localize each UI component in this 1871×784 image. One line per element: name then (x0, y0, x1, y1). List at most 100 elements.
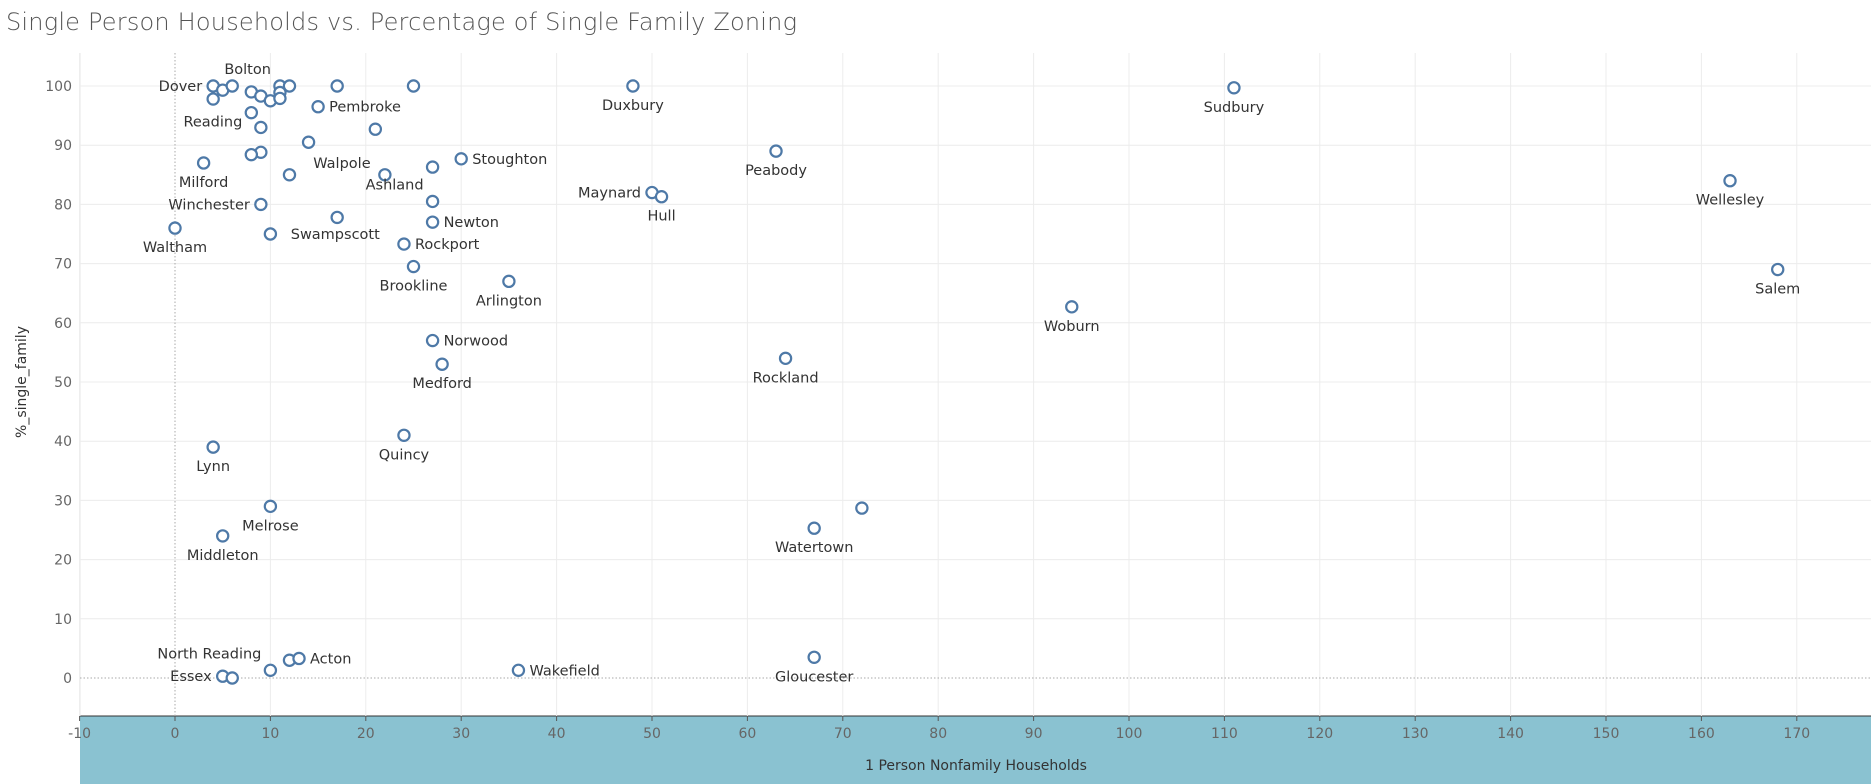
point-label: Woburn (1044, 319, 1100, 335)
y-tick-label: 0 (63, 671, 72, 687)
x-tick-label: 140 (1497, 726, 1524, 742)
point-label: Hull (647, 209, 675, 225)
data-point[interactable] (254, 197, 268, 212)
point-label: Gloucester (775, 669, 853, 685)
y-tick-label: 60 (54, 316, 72, 332)
x-tick-label: 60 (738, 726, 756, 742)
y-tick-labels: 0 10 20 30 40 50 60 70 80 90 100 (45, 79, 72, 687)
zero-reference-lines (80, 53, 1871, 716)
point-label: Norwood (444, 334, 509, 350)
data-point[interactable] (330, 79, 344, 93)
data-point[interactable] (1065, 300, 1079, 314)
data-point[interactable] (425, 333, 440, 348)
data-point[interactable] (311, 100, 325, 114)
y-tick-label: 50 (54, 375, 72, 391)
data-point[interactable] (263, 499, 278, 514)
data-point[interactable] (435, 357, 449, 371)
data-point[interactable] (254, 120, 268, 135)
data-point[interactable] (225, 671, 239, 685)
x-tick-label: 20 (357, 726, 375, 742)
x-axis-title: 1 Person Nonfamily Households (865, 758, 1087, 774)
point-label: Salem (1755, 282, 1800, 298)
x-tick-labels: -10 0 10 20 30 40 50 60 70 80 90 100 110 120 130 140 150… (68, 716, 1810, 742)
data-point[interactable] (330, 210, 344, 225)
data-point[interactable] (282, 79, 297, 93)
x-tick-label: 80 (929, 726, 947, 742)
point-label: Winchester (168, 197, 249, 213)
data-point[interactable] (425, 215, 440, 229)
data-point[interactable] (511, 663, 526, 678)
data-point[interactable] (425, 160, 440, 174)
data-point[interactable] (1771, 262, 1785, 277)
data-point[interactable] (654, 190, 669, 204)
data-point[interactable] (502, 274, 516, 289)
x-tick-label: 0 (171, 726, 180, 742)
point-label: North Reading (157, 646, 261, 662)
data-point[interactable] (425, 194, 440, 209)
data-point[interactable] (1723, 174, 1737, 188)
x-tick-label: 150 (1593, 726, 1620, 742)
point-label: Newton (444, 215, 499, 231)
data-point[interactable] (406, 79, 421, 93)
data-point[interactable] (263, 663, 278, 678)
data-point[interactable] (454, 152, 468, 166)
data-point[interactable] (196, 156, 211, 170)
data-point[interactable] (378, 168, 392, 182)
y-axis-title: %_single_family (14, 326, 30, 438)
data-point[interactable] (301, 135, 316, 149)
point-label: Ashland (366, 177, 424, 193)
point-label: Wakefield (529, 663, 599, 679)
y-tick-label: 10 (54, 612, 72, 628)
y-tick-label: 90 (54, 138, 72, 154)
data-point[interactable] (206, 92, 220, 106)
data-point[interactable] (215, 529, 230, 543)
point-label: Watertown (775, 540, 853, 556)
y-tick-label: 20 (54, 553, 72, 569)
point-label: Brookline (380, 279, 448, 295)
point-label: Reading (183, 115, 242, 131)
point-label: Wellesley (1696, 193, 1765, 209)
data-point[interactable] (406, 259, 421, 274)
data-point[interactable] (397, 237, 411, 251)
data-point[interactable] (244, 147, 259, 162)
point-label: Melrose (242, 518, 299, 534)
point-label: Acton (310, 651, 351, 667)
point-label: Essex (170, 669, 212, 685)
data-point[interactable] (807, 650, 821, 664)
x-tick-label: 170 (1783, 726, 1810, 742)
point-labels: Dover Bolton Reading Pembroke Milford Walpole… (143, 62, 1800, 685)
point-label: Middleton (187, 548, 259, 564)
data-point[interactable] (807, 521, 821, 535)
point-label: Lynn (196, 459, 230, 475)
data-point[interactable] (368, 122, 383, 136)
data-point[interactable] (626, 79, 640, 93)
x-tick-label: 120 (1306, 726, 1333, 742)
point-label: Swampscott (291, 227, 380, 243)
data-points (168, 79, 1785, 685)
data-point[interactable] (778, 351, 793, 366)
data-point[interactable] (273, 91, 287, 106)
data-point[interactable] (263, 227, 278, 241)
point-label: Peabody (745, 163, 807, 179)
data-point[interactable] (292, 651, 306, 666)
data-point[interactable] (168, 221, 182, 235)
data-point[interactable] (244, 105, 259, 120)
data-point[interactable] (225, 79, 239, 93)
data-point[interactable] (1227, 81, 1241, 95)
point-label: Bolton (224, 62, 271, 78)
data-point[interactable] (855, 501, 869, 515)
data-point[interactable] (397, 428, 411, 442)
data-point[interactable] (282, 168, 297, 182)
x-axis-band (80, 716, 1871, 784)
point-label: Dover (159, 79, 203, 95)
x-tick-label: 110 (1211, 726, 1238, 742)
data-point[interactable] (206, 440, 220, 454)
x-tick-label: 130 (1402, 726, 1429, 742)
point-label: Duxbury (602, 98, 664, 114)
y-tick-label: 30 (54, 493, 72, 509)
data-point[interactable] (769, 144, 783, 158)
point-label: Medford (412, 376, 472, 392)
gridlines (79, 53, 1871, 716)
point-label: Arlington (476, 293, 542, 309)
